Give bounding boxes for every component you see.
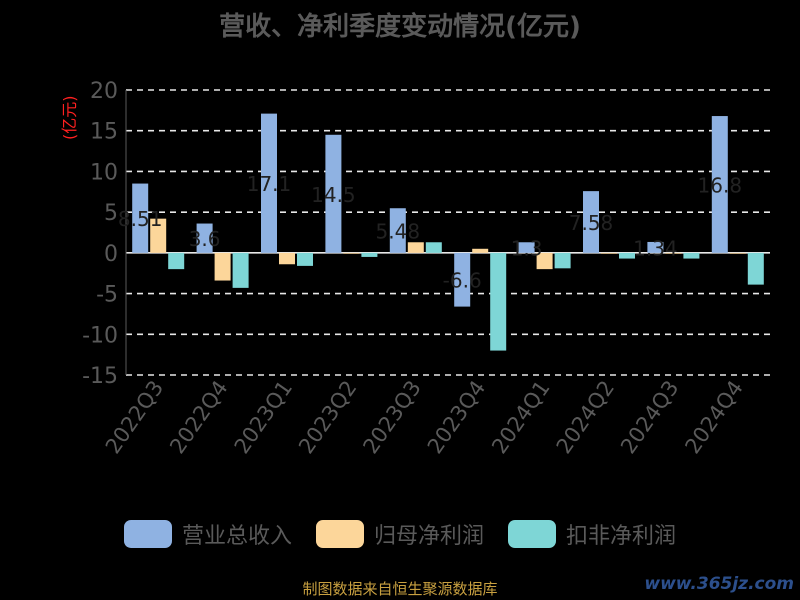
bar-营业总收入 xyxy=(518,242,535,253)
data-label: -6.6 xyxy=(443,269,482,293)
y-tick-label: 20 xyxy=(90,79,118,104)
y-tick-label: -15 xyxy=(82,364,118,389)
bar-扣非净利润 xyxy=(619,252,635,259)
x-tick-label: 2024Q3 xyxy=(616,376,683,458)
bar-扣非净利润 xyxy=(490,252,507,351)
bar-营业总收入 xyxy=(711,116,728,253)
bar-营业总收入 xyxy=(325,134,342,253)
legend-label: 归母净利润 xyxy=(373,524,484,549)
bar-营业总收入 xyxy=(389,208,406,253)
bar-营业总收入 xyxy=(647,241,664,253)
bar-扣非净利润 xyxy=(297,252,313,266)
legend: 营业总收入 归母净利润 扣非净利润 xyxy=(0,518,800,550)
data-label: 1.3 xyxy=(511,237,543,261)
bar-营业总收入 xyxy=(132,183,149,253)
x-tick-label: 2024Q4 xyxy=(680,376,747,458)
legend-swatch xyxy=(315,520,364,548)
bar-营业总收入 xyxy=(583,191,599,253)
legend-label: 扣非净利润 xyxy=(566,524,677,549)
bar-归母净利润 xyxy=(407,242,424,253)
y-tick-label: 0 xyxy=(104,242,118,267)
y-tick-label: -10 xyxy=(82,323,118,348)
legend-swatch xyxy=(123,520,172,548)
legend-swatch xyxy=(508,520,556,548)
bar-扣非净利润 xyxy=(425,242,442,253)
y-tick-label: 5 xyxy=(104,201,118,226)
bar-扣非净利润 xyxy=(683,252,700,259)
bar-归母净利润 xyxy=(472,248,489,253)
bar-归母净利润 xyxy=(665,252,682,254)
x-tick-label: 2023Q4 xyxy=(423,376,490,458)
data-label: 17.1 xyxy=(247,172,292,196)
bar-营业总收入 xyxy=(196,223,213,253)
bar-扣非净利润 xyxy=(361,252,378,257)
bar-归母净利润 xyxy=(150,218,167,253)
legend-item: 扣非净利润 xyxy=(508,518,676,550)
data-label: 7.58 xyxy=(569,211,614,235)
bar-归母净利润 xyxy=(729,252,746,254)
bar-扣非净利润 xyxy=(168,252,185,270)
bar-扣非净利润 xyxy=(747,252,764,285)
bar-归母净利润 xyxy=(343,252,360,254)
bar-归母净利润 xyxy=(536,252,553,270)
x-tick-label: 2022Q4 xyxy=(165,376,232,458)
x-tick-label: 2024Q2 xyxy=(552,376,619,458)
bar-归母净利润 xyxy=(279,252,295,265)
x-tick-label: 2023Q3 xyxy=(358,376,425,458)
legend-label: 营业总收入 xyxy=(181,524,292,549)
y-tick-label: 10 xyxy=(90,160,118,185)
data-label: 16.8 xyxy=(698,173,743,197)
chart-title: 营收、净利季度变动情况(亿元) xyxy=(219,12,581,42)
data-label: 3.6 xyxy=(189,227,221,251)
legend-item: 营业总收入 xyxy=(123,518,292,550)
data-label: 8.51 xyxy=(118,207,163,231)
bar-营业总收入 xyxy=(261,113,277,253)
bar-营业总收入 xyxy=(454,252,471,307)
bar-扣非净利润 xyxy=(232,252,249,288)
watermark: www.365jz.com xyxy=(644,574,794,594)
x-tick-label: 2023Q2 xyxy=(294,376,361,458)
bar-归母净利润 xyxy=(601,252,617,254)
x-tick-label: 2024Q1 xyxy=(487,376,554,458)
y-tick-label: 15 xyxy=(90,120,118,145)
bar-扣非净利润 xyxy=(554,252,571,269)
x-tick-label: 2023Q1 xyxy=(230,376,297,458)
y-tick-label: -5 xyxy=(96,283,118,308)
data-label: 14.5 xyxy=(311,183,356,207)
bar-归母净利润 xyxy=(214,252,231,281)
source-note: 制图数据来自恒生聚源数据库 xyxy=(302,580,498,598)
data-label: 5.48 xyxy=(376,220,421,244)
data-label: 1.34 xyxy=(633,236,678,260)
legend-item: 归母净利润 xyxy=(315,518,484,550)
